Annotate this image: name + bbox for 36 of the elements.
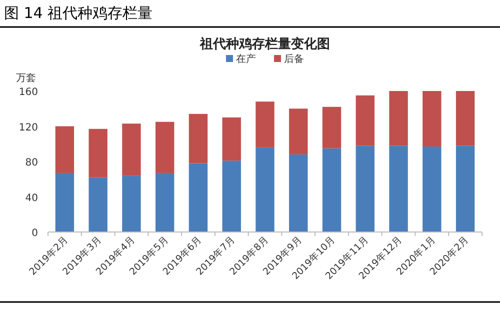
chart-subtitle: 祖代种鸡存栏量变化图 (199, 36, 330, 52)
bar (389, 146, 408, 232)
bar (356, 95, 374, 146)
bar (289, 108, 308, 154)
legend-label: 在产 (236, 53, 256, 65)
bar (222, 160, 241, 232)
bar (156, 122, 174, 173)
bar (322, 148, 342, 232)
y-axis-title: 万套 (16, 72, 36, 84)
bar (88, 177, 108, 232)
bar (188, 163, 208, 232)
bar (456, 91, 475, 146)
y-tick-label: 120 (18, 122, 38, 134)
y-tick-label: 160 (18, 87, 38, 98)
bar (256, 147, 274, 232)
bar (55, 172, 74, 232)
bar (456, 146, 475, 232)
bar (322, 106, 342, 148)
bar (422, 91, 442, 147)
bar (222, 117, 241, 161)
legend-label: 后备 (284, 53, 304, 65)
chart-title: 图 14 祖代种鸡存栏量 (4, 4, 153, 22)
bar (256, 102, 274, 148)
bar (122, 124, 141, 176)
bar (55, 126, 74, 173)
y-tick-label: 0 (32, 228, 38, 239)
bar (289, 154, 308, 232)
bar (389, 91, 408, 146)
bar (188, 114, 208, 164)
y-tick-label: 80 (25, 158, 38, 168)
bar (422, 146, 442, 232)
bar (356, 146, 374, 232)
y-tick-label: 40 (25, 192, 38, 204)
bar (156, 172, 174, 232)
bar (122, 176, 141, 232)
bar (88, 128, 108, 178)
